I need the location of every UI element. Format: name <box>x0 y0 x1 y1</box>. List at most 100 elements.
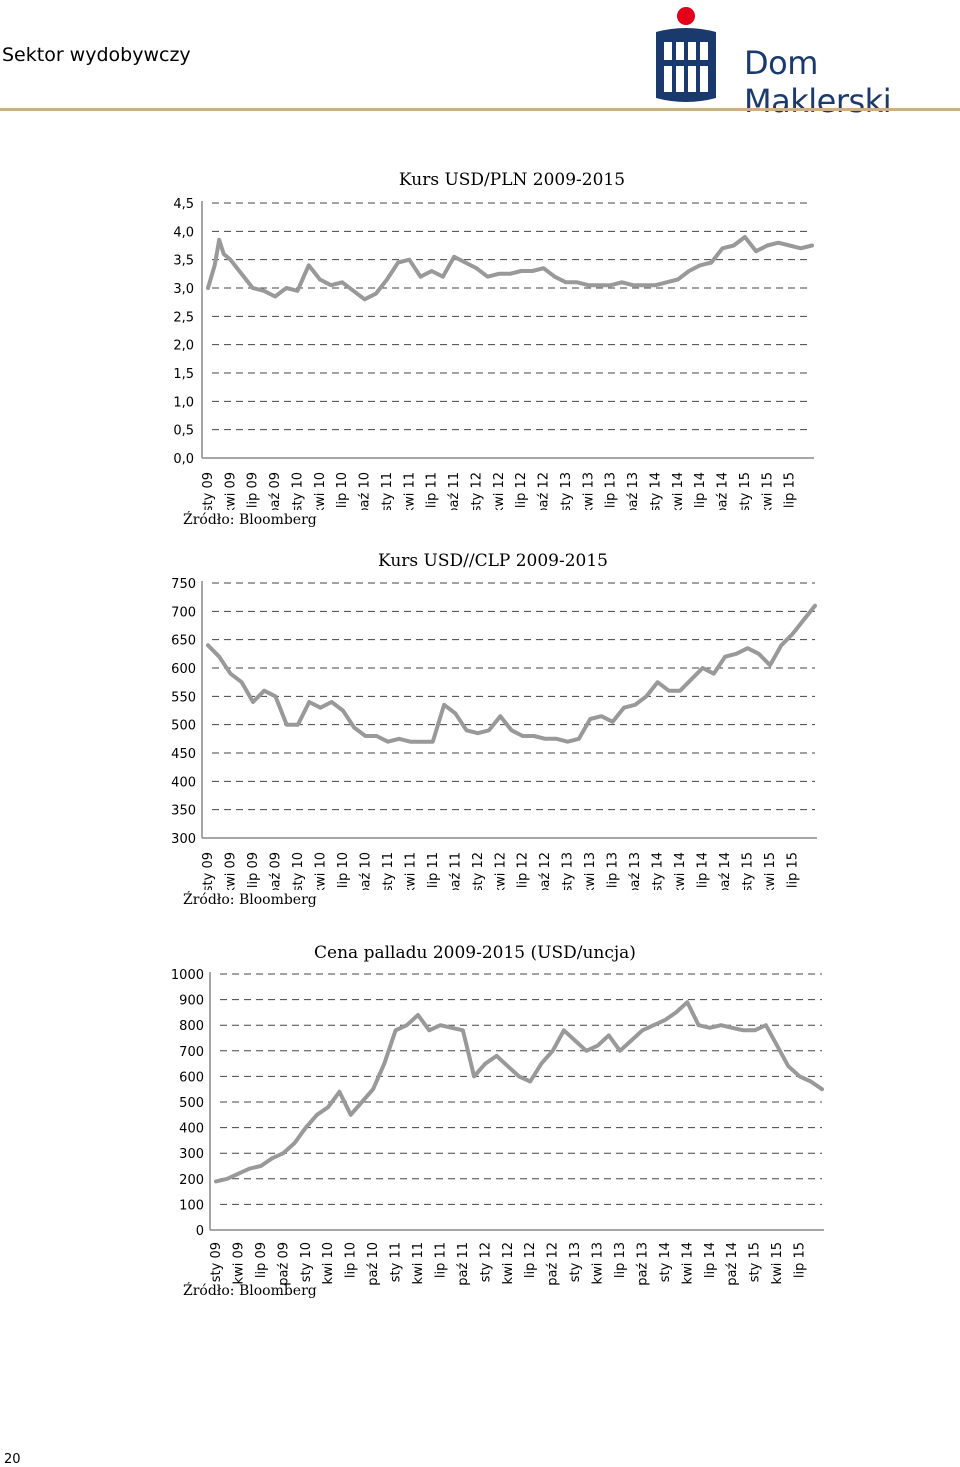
usd-pln-source: Źródło: Bloomberg <box>183 512 317 528</box>
x-tick-label: kwi 11 <box>402 472 417 510</box>
y-tick-label: 600 <box>179 1070 204 1085</box>
x-tick-label: sty 13 <box>561 852 576 890</box>
x-tick-label: lip 09 <box>246 852 261 888</box>
usd-clp-source: Źródło: Bloomberg <box>183 892 317 908</box>
y-tick-label: 800 <box>179 1019 204 1034</box>
x-tick-label: lip 10 <box>335 472 350 508</box>
page-number: 20 <box>4 1452 21 1467</box>
x-tick-label: kwi 12 <box>501 1242 516 1284</box>
x-tick-label: sty 15 <box>741 852 756 890</box>
x-tick-label: sty 12 <box>471 852 486 890</box>
page-header: Sektor wydobywczy Dom Maklerski <box>0 0 960 120</box>
y-tick-label: 200 <box>179 1173 204 1188</box>
x-tick-label: kwi 09 <box>231 1242 246 1284</box>
y-tick-label: 600 <box>171 662 196 677</box>
y-tick-label: 4,5 <box>173 197 194 212</box>
x-tick-label: paź 09 <box>276 1242 291 1285</box>
y-tick-label: 900 <box>179 994 204 1009</box>
x-tick-label: lip 13 <box>606 852 621 888</box>
x-tick-label: paź 14 <box>725 1242 740 1285</box>
x-tick-label: kwi 13 <box>591 1242 606 1284</box>
y-tick-label: 0 <box>196 1224 204 1239</box>
x-tick-label: sty 11 <box>381 852 396 890</box>
x-tick-label: lip 14 <box>693 472 708 508</box>
series-line <box>206 603 817 744</box>
y-tick-label: 300 <box>171 832 196 847</box>
y-tick-label: 2,5 <box>173 310 194 325</box>
y-tick-label: 400 <box>179 1122 204 1137</box>
y-tick-label: 500 <box>179 1096 204 1111</box>
x-tick-label: lip 15 <box>783 472 798 508</box>
x-tick-label: kwi 10 <box>313 472 328 510</box>
x-tick-label: lip 12 <box>514 472 529 508</box>
x-tick-label: paź 10 <box>358 472 373 510</box>
y-tick-label: 0,0 <box>173 452 194 467</box>
x-tick-label: sty 15 <box>748 1242 763 1282</box>
x-tick-label: sty 09 <box>209 1242 224 1282</box>
x-tick-label: lip 09 <box>254 1242 269 1278</box>
y-tick-label: 3,0 <box>173 282 194 297</box>
palladium-source: Źródło: Bloomberg <box>183 1283 317 1299</box>
section-title: Sektor wydobywczy <box>2 44 191 66</box>
x-tick-label: paź 10 <box>366 1242 381 1285</box>
y-tick-label: 300 <box>179 1147 204 1162</box>
x-tick-label: paź 10 <box>358 852 373 890</box>
x-tick-label: sty 13 <box>559 472 574 510</box>
chart-title: Cena palladu 2009-2015 (USD/uncja) <box>314 943 636 963</box>
x-tick-label: paź 11 <box>447 472 462 510</box>
y-tick-label: 550 <box>171 690 196 705</box>
x-tick-label: sty 10 <box>299 1242 314 1282</box>
series-line <box>214 1000 824 1184</box>
y-tick-label: 4,0 <box>173 225 194 240</box>
usd-clp-chart: Kurs USD//CLP 2009-2015 300 350 400 450 500 55… <box>171 551 817 890</box>
x-tick-label: sty 10 <box>290 472 305 510</box>
x-tick-label: kwi 09 <box>223 852 238 890</box>
x-tick-label: kwi 15 <box>763 852 778 890</box>
x-tick-label: sty 14 <box>658 1242 673 1282</box>
x-tick-label: sty 09 <box>201 472 216 510</box>
x-tick-label: lip 10 <box>336 852 351 888</box>
x-tick-label: lip 14 <box>703 1242 718 1278</box>
x-tick-label: kwi 11 <box>411 1242 426 1284</box>
x-tick-label: sty 11 <box>389 1242 404 1282</box>
x-tick-label: kwi 10 <box>313 852 328 890</box>
y-tick-label: 2,0 <box>173 339 194 354</box>
x-tick-label: lip 11 <box>425 472 440 508</box>
y-tick-label: 450 <box>171 747 196 762</box>
x-tick-label: paź 13 <box>626 472 641 510</box>
x-tick-label: paź 09 <box>268 472 283 510</box>
y-tick-label: 400 <box>171 775 196 790</box>
x-tick-label: kwi 13 <box>581 472 596 510</box>
x-tick-label: sty 12 <box>478 1242 493 1282</box>
x-tick-label: lip 15 <box>786 852 801 888</box>
y-tick-label: 3,5 <box>173 254 194 269</box>
x-tick-label: kwi 12 <box>492 472 507 510</box>
chart-title: Kurs USD//CLP 2009-2015 <box>378 551 608 571</box>
x-tick-label: kwi 14 <box>673 852 688 890</box>
palladium-chart: Cena palladu 2009-2015 (USD/uncja) 0 100 20… <box>171 943 824 1285</box>
y-tick-label: 0,5 <box>173 424 194 439</box>
x-tick-label: lip 13 <box>604 472 619 508</box>
x-tick-label: lip 11 <box>433 1242 448 1278</box>
x-tick-label: paź 11 <box>448 852 463 890</box>
y-tick-label: 100 <box>179 1198 204 1213</box>
x-tick-label: sty 12 <box>469 472 484 510</box>
x-tick-label: lip 14 <box>696 852 711 888</box>
x-tick-label: kwi 14 <box>671 472 686 510</box>
x-tick-label: lip 13 <box>613 1242 628 1278</box>
x-tick-label: lip 11 <box>426 852 441 888</box>
x-tick-label: lip 09 <box>246 472 261 508</box>
x-tick-label: kwi 15 <box>760 472 775 510</box>
x-tick-label: sty 13 <box>568 1242 583 1282</box>
y-tick-label: 1000 <box>171 968 204 983</box>
x-tick-label: sty 11 <box>380 472 395 510</box>
x-tick-label: lip 10 <box>344 1242 359 1278</box>
x-tick-label: sty 14 <box>651 852 666 890</box>
x-tick-label: paź 13 <box>635 1242 650 1285</box>
x-tick-label: paź 14 <box>716 472 731 510</box>
broker-logo: Dom Maklerski <box>650 2 960 120</box>
x-tick-label: paź 13 <box>628 852 643 890</box>
y-tick-label: 700 <box>179 1045 204 1060</box>
usd-pln-chart: Kurs USD/PLN 2009-2015 0,0 0,5 1,0 1,5 2,0 2,5… <box>173 170 814 510</box>
x-tick-label: paź 12 <box>538 852 553 890</box>
